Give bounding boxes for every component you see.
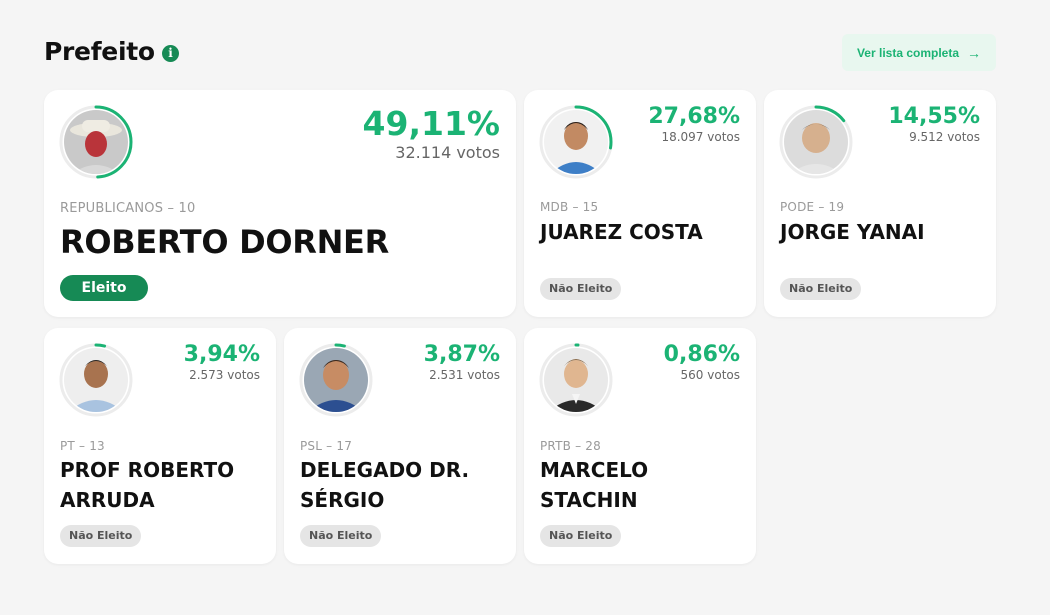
status-badge: Não Eleito bbox=[60, 525, 142, 547]
candidate-name: JORGE YANAI bbox=[780, 220, 925, 244]
candidate-card[interactable]: 49,11% 32.114 votos REPUBLICANOS – 10 RO… bbox=[44, 90, 516, 317]
avatar bbox=[58, 342, 134, 418]
candidate-photo bbox=[784, 110, 848, 174]
avatar bbox=[538, 342, 614, 418]
avatar bbox=[58, 104, 134, 180]
vote-share-ring bbox=[539, 105, 613, 179]
section-header: Prefeito i Ver lista completa → bbox=[44, 34, 996, 72]
avatar bbox=[538, 104, 614, 180]
info-icon[interactable]: i bbox=[162, 45, 179, 62]
status-badge: Não Eleito bbox=[780, 278, 862, 300]
vote-share-ring bbox=[59, 105, 133, 179]
candidate-name: PROF ROBERTO ARRUDA bbox=[60, 458, 235, 512]
candidate-photo bbox=[304, 348, 368, 412]
avatar bbox=[298, 342, 374, 418]
vote-count: 18.097 votos bbox=[661, 130, 740, 144]
status-badge: Não Eleito bbox=[540, 278, 622, 300]
avatar bbox=[778, 104, 854, 180]
party-label: PSL – 17 bbox=[300, 439, 353, 453]
candidate-name: MARCELO STACHIN bbox=[540, 458, 649, 512]
candidate-card[interactable]: 14,55% 9.512 votos PODE – 19 JORGE YANAI… bbox=[764, 90, 996, 317]
party-label: PT – 13 bbox=[60, 439, 105, 453]
candidate-photo bbox=[544, 348, 608, 412]
page-title: Prefeito bbox=[44, 37, 155, 66]
candidate-card[interactable]: 3,87% 2.531 votos PSL – 17 DELEGADO DR. … bbox=[284, 328, 516, 564]
vote-share-ring bbox=[539, 343, 613, 417]
candidate-name: JUAREZ COSTA bbox=[540, 220, 703, 244]
vote-count: 560 votos bbox=[680, 368, 740, 382]
party-label: MDB – 15 bbox=[540, 200, 599, 214]
full-list-label: Ver lista completa bbox=[856, 45, 960, 60]
vote-percentage: 3,87% bbox=[423, 342, 500, 367]
candidate-photo bbox=[64, 348, 128, 412]
vote-percentage: 27,68% bbox=[648, 104, 740, 129]
vote-count: 9.512 votos bbox=[909, 130, 980, 144]
status-badge: Eleito bbox=[60, 275, 148, 301]
vote-count: 2.573 votos bbox=[189, 368, 260, 382]
candidate-card[interactable]: 27,68% 18.097 votos MDB – 15 JUAREZ COST… bbox=[524, 90, 756, 317]
vote-count: 32.114 votos bbox=[395, 143, 500, 162]
candidate-photo bbox=[544, 110, 608, 174]
vote-percentage: 49,11% bbox=[362, 104, 500, 143]
candidate-card[interactable]: 3,94% 2.573 votos PT – 13 PROF ROBERTO A… bbox=[44, 328, 276, 564]
vote-share-ring bbox=[779, 105, 853, 179]
vote-count: 2.531 votos bbox=[429, 368, 500, 382]
candidate-photo bbox=[64, 110, 128, 174]
party-label: REPUBLICANOS – 10 bbox=[60, 201, 196, 216]
vote-percentage: 0,86% bbox=[663, 342, 740, 367]
full-list-button[interactable]: Ver lista completa → bbox=[842, 34, 996, 71]
status-badge: Não Eleito bbox=[300, 525, 382, 547]
candidate-name: DELEGADO DR. SÉRGIO bbox=[300, 458, 470, 512]
party-label: PODE – 19 bbox=[780, 200, 845, 214]
party-label: PRTB – 28 bbox=[540, 439, 601, 453]
candidate-card[interactable]: 0,86% 560 votos PRTB – 28 MARCELO STACHI… bbox=[524, 328, 756, 564]
vote-share-ring bbox=[59, 343, 133, 417]
status-badge: Não Eleito bbox=[540, 525, 622, 547]
vote-percentage: 14,55% bbox=[888, 104, 980, 129]
arrow-right-icon: → bbox=[967, 44, 982, 61]
vote-percentage: 3,94% bbox=[183, 342, 260, 367]
vote-share-ring bbox=[299, 343, 373, 417]
candidate-name: ROBERTO DORNER bbox=[60, 223, 389, 261]
